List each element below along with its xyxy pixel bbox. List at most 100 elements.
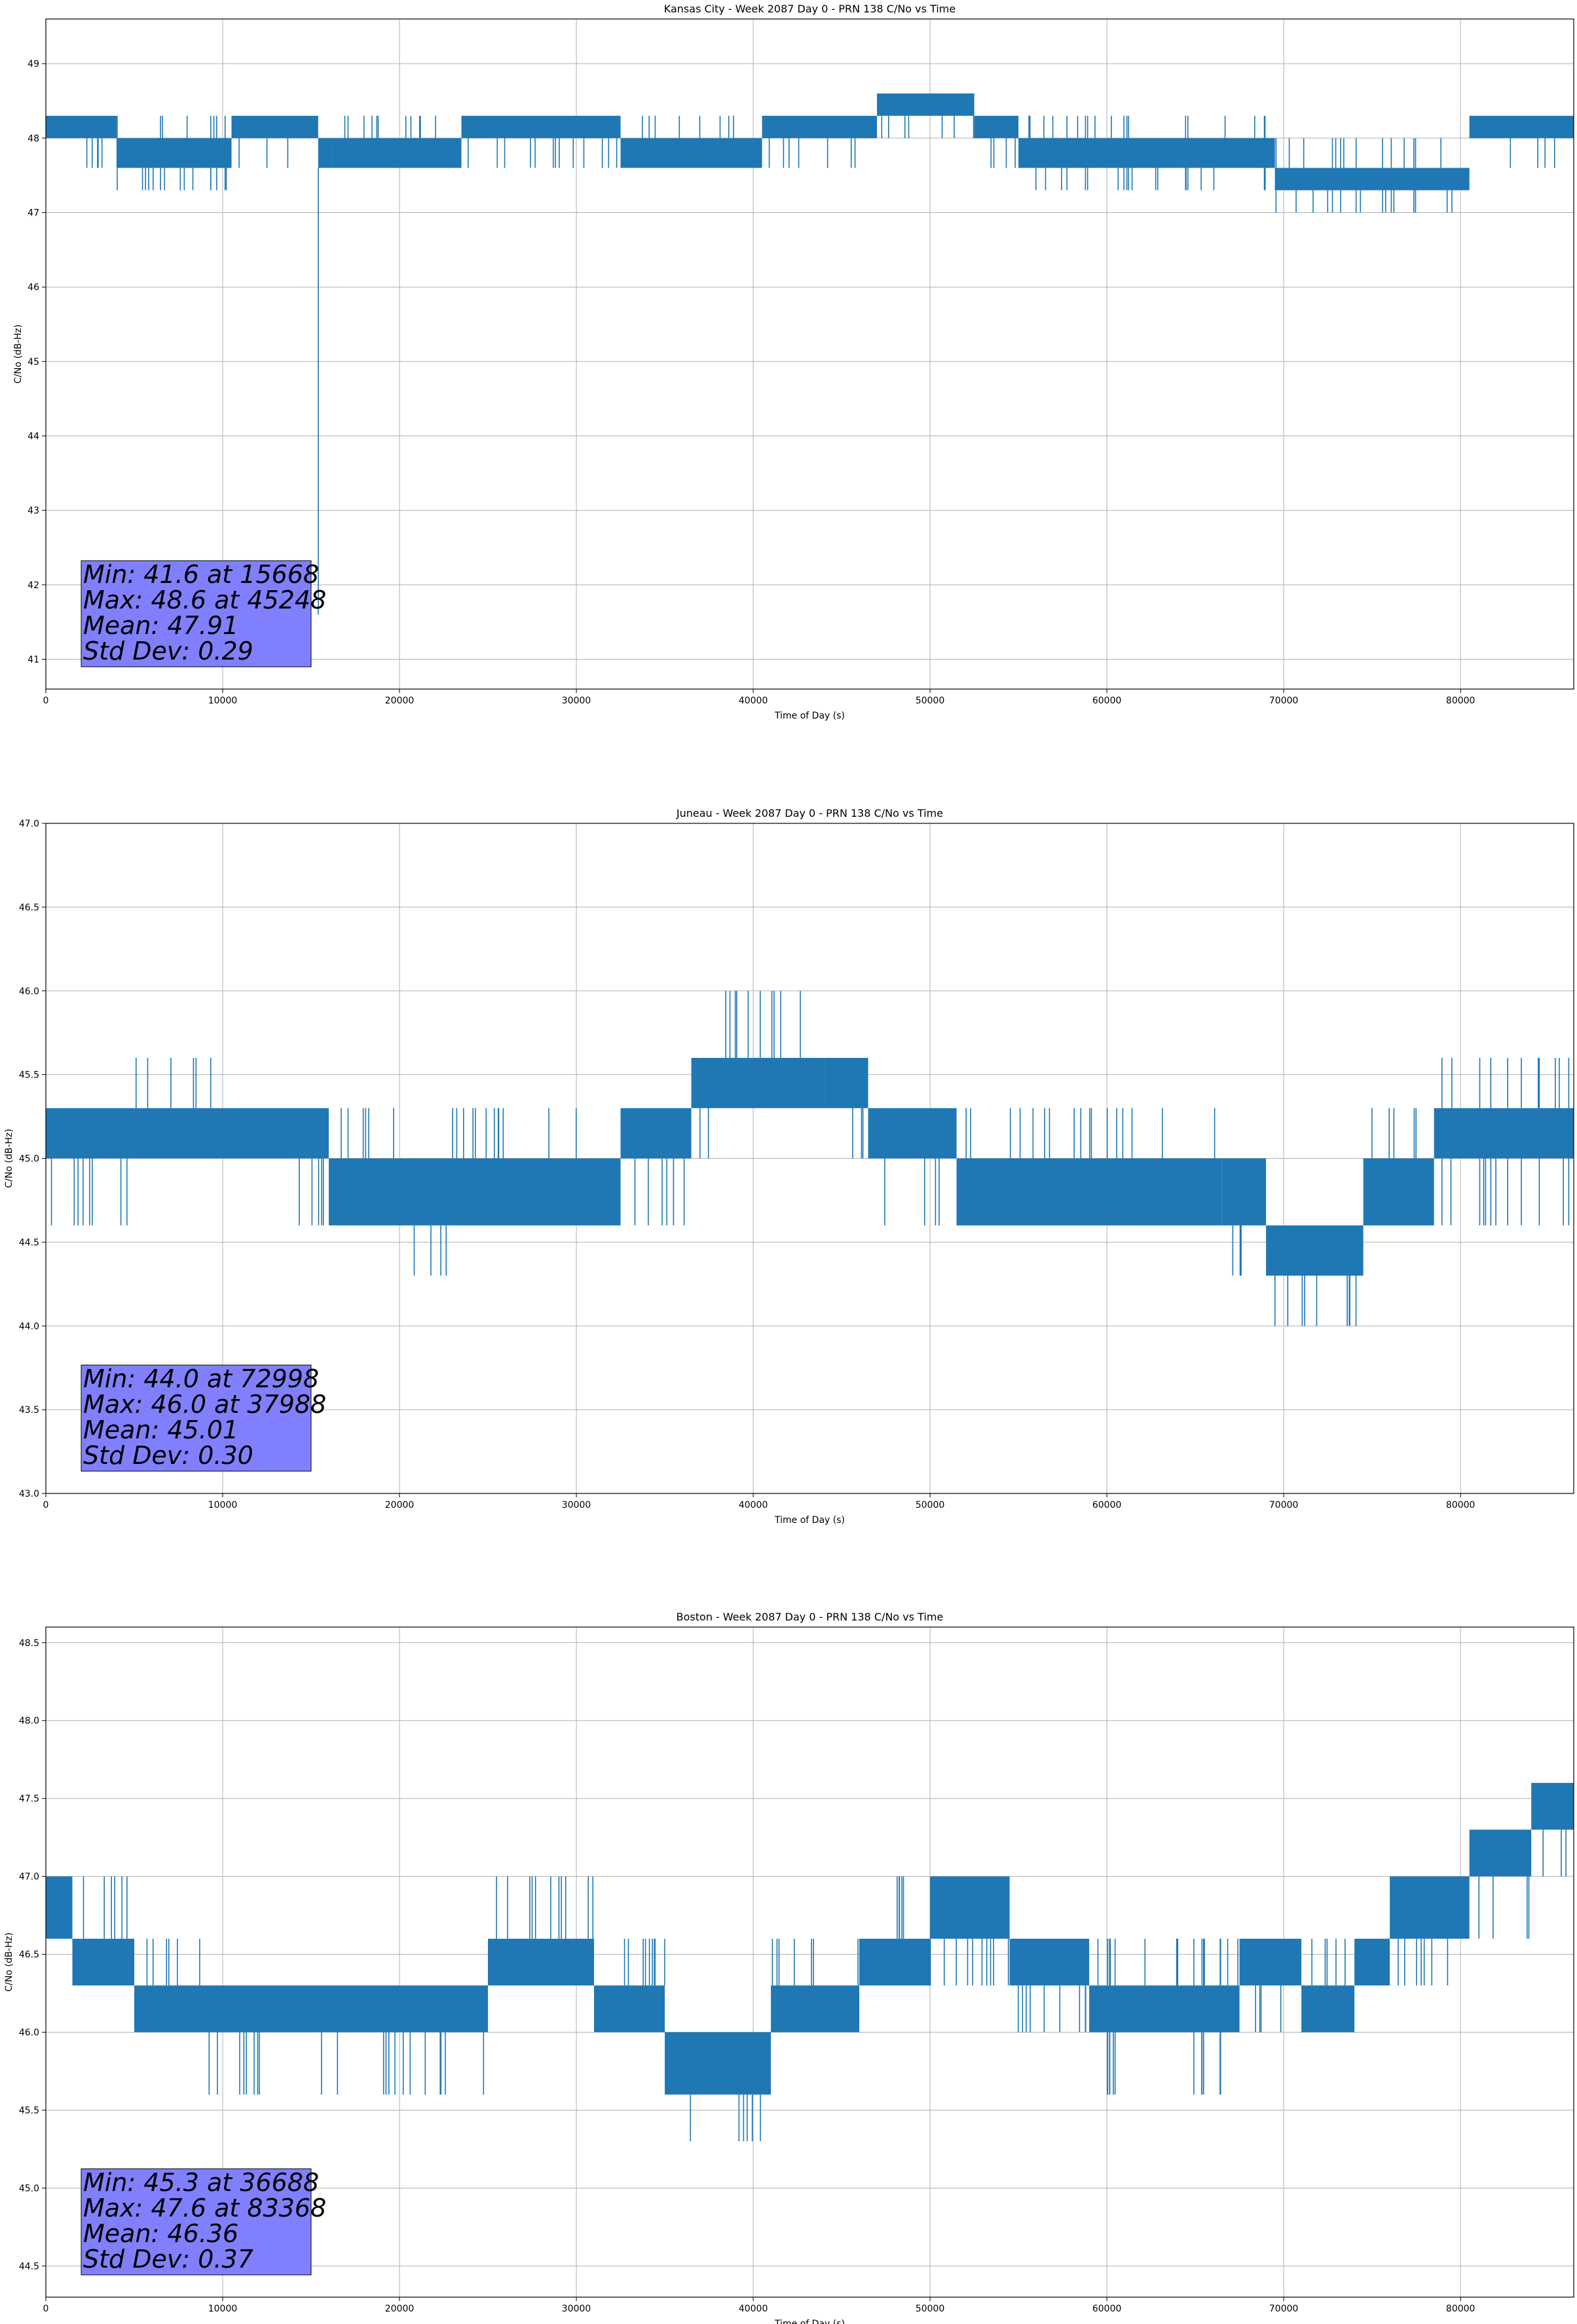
y-axis-label: C/No (dB-Hz) — [4, 1129, 14, 1188]
x-tick-label: 80000 — [1446, 2304, 1475, 2314]
y-tick-label: 45.0 — [19, 1154, 39, 1165]
plot-frame — [45, 1626, 1574, 2298]
y-tick-label: 47 — [28, 208, 39, 219]
x-axis-label: Time of Day (s) — [774, 2319, 845, 2324]
x-tick-label: 10000 — [208, 2304, 238, 2314]
signal-band — [620, 1108, 692, 1159]
signal-spikes — [852, 1108, 864, 1159]
signal-spikes — [768, 138, 856, 168]
signal-spikes — [146, 1938, 200, 1986]
stats-box — [81, 2168, 312, 2276]
signal-spikes — [86, 138, 103, 168]
signal-spikes — [1018, 1985, 1086, 2033]
y-tick-label: 46 — [28, 282, 39, 293]
y-tick-label: 44.5 — [19, 2261, 39, 2272]
signal-spikes — [344, 115, 436, 138]
signal-spikes — [965, 1108, 1215, 1159]
signal-band — [1363, 1158, 1434, 1226]
x-tick-label: 50000 — [916, 696, 945, 706]
signal-band — [594, 1985, 665, 2033]
signal-band — [1266, 1225, 1364, 1276]
y-tick-label: 44.5 — [19, 1237, 39, 1248]
signal-band — [46, 1876, 73, 1939]
x-tick-label: 0 — [43, 1500, 49, 1510]
y-tick-label: 48.0 — [19, 1716, 39, 1727]
signal-band — [1301, 1985, 1355, 2033]
x-tick-label: 40000 — [739, 1500, 768, 1510]
x-axis-label: Time of Day (s) — [774, 711, 845, 721]
x-axis-label: Time of Day (s) — [774, 1515, 845, 1526]
y-tick-label: 44 — [28, 432, 39, 442]
x-tick-label: 10000 — [208, 696, 238, 706]
signal-band — [956, 1158, 1222, 1226]
signal-band — [771, 1985, 860, 2033]
y-tick-label: 46.5 — [19, 903, 39, 913]
stats-line: Mean: 47.91 — [83, 611, 238, 640]
signal-spikes — [238, 138, 289, 168]
signal-spikes — [690, 2094, 761, 2142]
signal-band — [1469, 1829, 1532, 1877]
signal-spikes — [117, 115, 227, 191]
signal-spikes — [725, 990, 801, 1058]
x-tick-label: 80000 — [1446, 1500, 1475, 1510]
signal-band — [930, 1876, 1010, 1939]
x-tick-label: 20000 — [385, 696, 415, 706]
stats-box — [81, 560, 312, 667]
signal-spikes — [634, 1158, 685, 1226]
data-series — [46, 990, 1574, 1326]
chart-panel: Kansas City - Week 2087 Day 0 - PRN 138 … — [13, 3, 1574, 721]
y-tick-label: 48 — [28, 134, 39, 144]
signal-band — [868, 1108, 957, 1159]
chart-panel: Juneau - Week 2087 Day 0 - PRN 138 C/No … — [4, 807, 1574, 1526]
y-tick-label: 43.0 — [19, 1489, 39, 1499]
x-tick-label: 10000 — [208, 1500, 238, 1510]
signal-spikes — [897, 1876, 904, 1939]
signal-spikes — [1311, 1938, 1346, 1986]
signal-spikes — [1275, 138, 1453, 213]
x-tick-label: 50000 — [916, 1500, 945, 1510]
signal-band — [1018, 138, 1275, 168]
y-tick-label: 45 — [28, 357, 39, 367]
chart-panel: Boston - Week 2087 Day 0 - PRN 138 C/No … — [4, 1611, 1574, 2324]
chart-title: Boston - Week 2087 Day 0 - PRN 138 C/No … — [677, 1611, 944, 1623]
signal-spikes — [1371, 1108, 1417, 1159]
signal-band — [205, 1985, 489, 2033]
signal-spikes — [990, 138, 1016, 168]
signal-spikes — [208, 2032, 485, 2095]
signal-spikes — [642, 115, 734, 138]
signal-spikes — [50, 1158, 128, 1226]
y-tick-label: 44.0 — [19, 1321, 39, 1332]
y-tick-label: 45.5 — [19, 2106, 39, 2116]
signal-spikes — [1097, 1938, 1238, 2095]
signal-spikes — [1028, 115, 1266, 191]
x-tick-label: 50000 — [916, 2304, 945, 2314]
stats-box — [81, 1364, 312, 1472]
y-tick-label: 46.0 — [19, 2028, 39, 2038]
signal-spikes — [299, 1158, 324, 1226]
signal-band — [1009, 1938, 1090, 1986]
signal-band — [399, 1158, 453, 1226]
signal-band — [1354, 1938, 1390, 1986]
x-tick-label: 0 — [43, 2304, 49, 2314]
x-tick-label: 40000 — [739, 2304, 768, 2314]
y-tick-label: 42 — [28, 580, 39, 591]
plot-frame — [45, 18, 1574, 690]
signal-band — [231, 115, 318, 138]
y-tick-label: 48.5 — [19, 1638, 39, 1649]
signal-spikes — [1255, 1985, 1282, 2033]
stats-line: Std Dev: 0.29 — [83, 637, 253, 665]
x-tick-label: 60000 — [1092, 2304, 1122, 2314]
signal-band — [718, 1058, 825, 1108]
signal-spikes — [881, 115, 974, 138]
stats-line: Max: 47.6 at 83368 — [83, 2194, 326, 2222]
signal-band — [1089, 1985, 1240, 2033]
signal-spikes — [413, 1225, 447, 1276]
y-tick-label: 45.5 — [19, 1070, 39, 1081]
signal-band — [1274, 168, 1470, 191]
signal-band — [134, 1985, 206, 2033]
signal-spikes — [1510, 138, 1555, 168]
signal-band — [762, 115, 878, 138]
